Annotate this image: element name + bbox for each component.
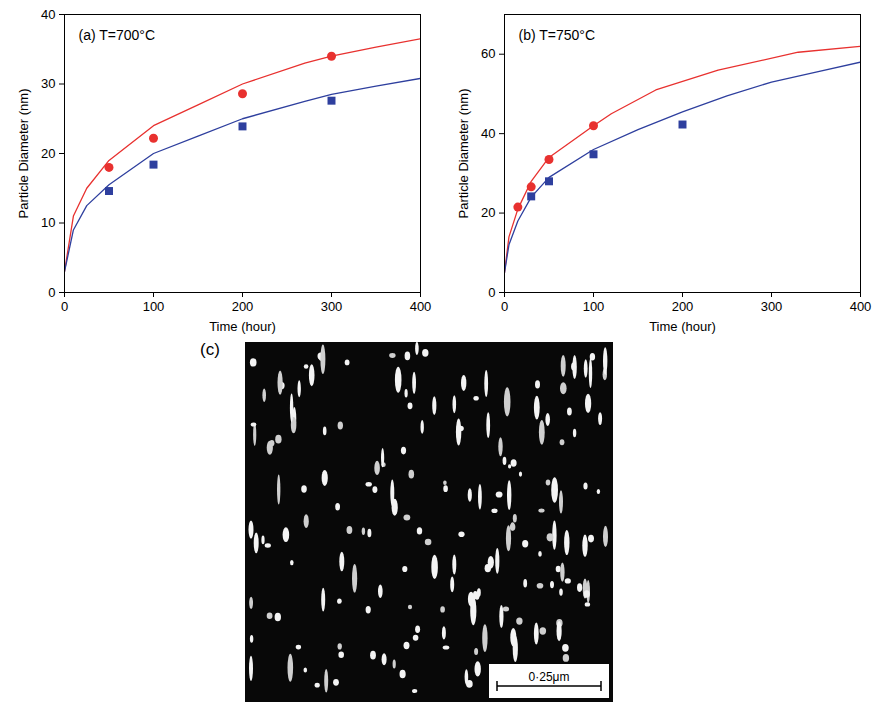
svg-text:60: 60 — [481, 46, 495, 61]
svg-text:20: 20 — [41, 146, 55, 161]
svg-text:20: 20 — [481, 205, 495, 220]
svg-text:200: 200 — [232, 299, 254, 314]
svg-text:400: 400 — [410, 299, 432, 314]
svg-text:40: 40 — [481, 126, 495, 141]
svg-text:Particle Diameter (nm): Particle Diameter (nm) — [16, 88, 31, 218]
svg-text:30: 30 — [41, 76, 55, 91]
svg-text:Particle Diameter (nm): Particle Diameter (nm) — [456, 88, 471, 218]
svg-text:200: 200 — [672, 299, 694, 314]
svg-text:(a) T=700°C: (a) T=700°C — [79, 27, 156, 43]
svg-text:10: 10 — [41, 215, 55, 230]
svg-text:400: 400 — [850, 299, 872, 314]
svg-text:Time (hour): Time (hour) — [209, 319, 276, 334]
svg-text:100: 100 — [583, 299, 605, 314]
html-text:(c): (c) — [200, 340, 220, 359]
svg-text:300: 300 — [761, 299, 783, 314]
svg-text:0: 0 — [501, 299, 508, 314]
svg-text:0: 0 — [48, 285, 55, 300]
svg-text:0·25μm: 0·25μm — [529, 670, 570, 684]
svg-text:300: 300 — [321, 299, 343, 314]
svg-text:0: 0 — [488, 285, 495, 300]
svg-text:100: 100 — [143, 299, 165, 314]
svg-text:Time (hour): Time (hour) — [649, 319, 716, 334]
svg-text:(b) T=750°C: (b) T=750°C — [519, 27, 596, 43]
svg-text:40: 40 — [41, 7, 55, 22]
svg-text:0: 0 — [61, 299, 68, 314]
